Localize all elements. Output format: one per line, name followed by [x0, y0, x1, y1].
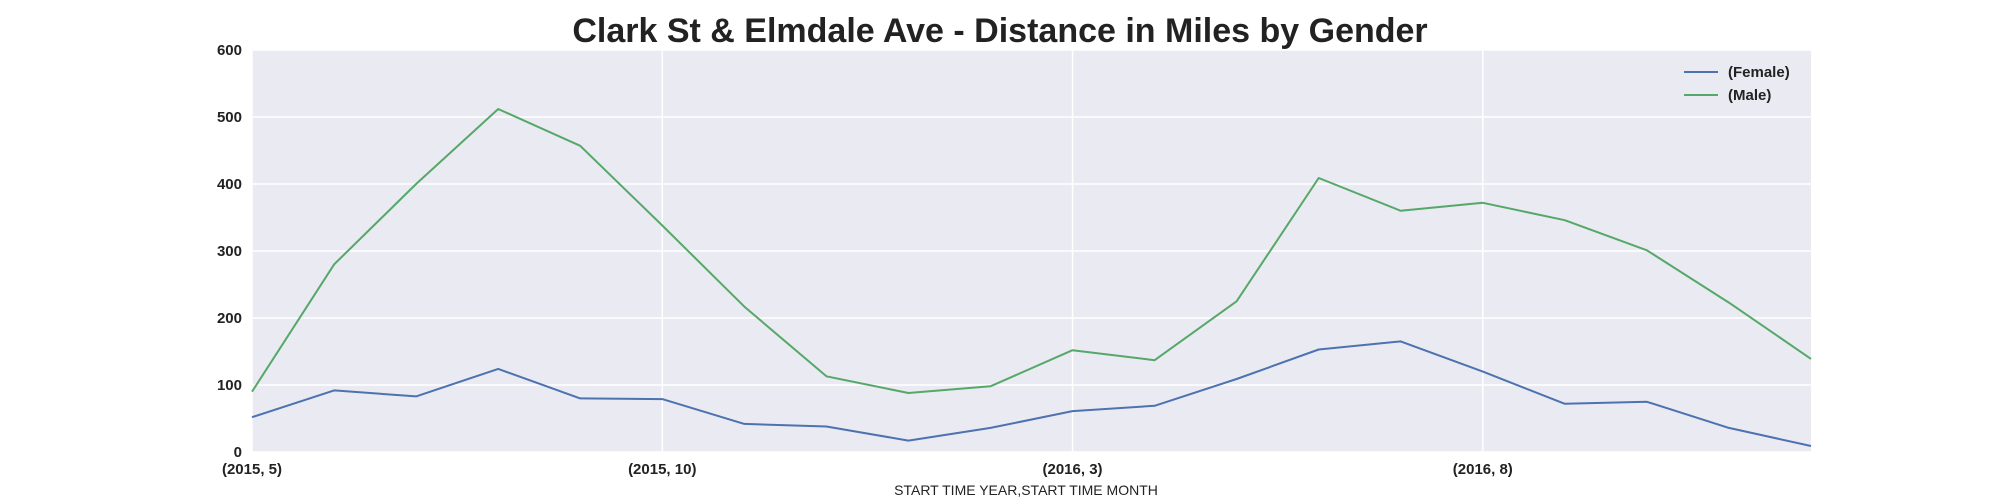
x-axis-label: START TIME YEAR,START TIME MONTH — [894, 482, 1158, 498]
y-tick-label: 600 — [217, 42, 242, 59]
chart-title: Clark St & Elmdale Ave - Distance in Mil… — [572, 12, 1427, 50]
y-tick-label: 500 — [217, 109, 242, 126]
x-tick-label: (2015, 5) — [222, 461, 282, 478]
y-tick-label: 200 — [217, 310, 242, 327]
series-lines — [251, 108, 1812, 447]
x-tick-label: (2016, 3) — [1043, 461, 1103, 478]
legend-label: (Male) — [1728, 87, 1771, 104]
series-line-female — [251, 340, 1812, 447]
y-tick-label: 300 — [217, 243, 242, 260]
series-line-male — [251, 108, 1812, 394]
x-tick-label: (2016, 8) — [1453, 461, 1513, 478]
x-tick-label: (2015, 10) — [628, 461, 696, 478]
y-tick-label: 400 — [217, 176, 242, 193]
y-axis-ticks: 0 100 200 300 400 500 600 — [217, 42, 242, 461]
y-tick-label: 0 — [234, 444, 242, 461]
y-tick-label: 100 — [217, 377, 242, 394]
legend-label: (Female) — [1728, 64, 1790, 81]
legend: (Female) (Male) — [1684, 64, 1790, 104]
grid-lines — [251, 49, 1811, 453]
x-axis-ticks: (2015, 5) (2015, 10) (2016, 3) (2016, 8) — [222, 461, 1513, 478]
